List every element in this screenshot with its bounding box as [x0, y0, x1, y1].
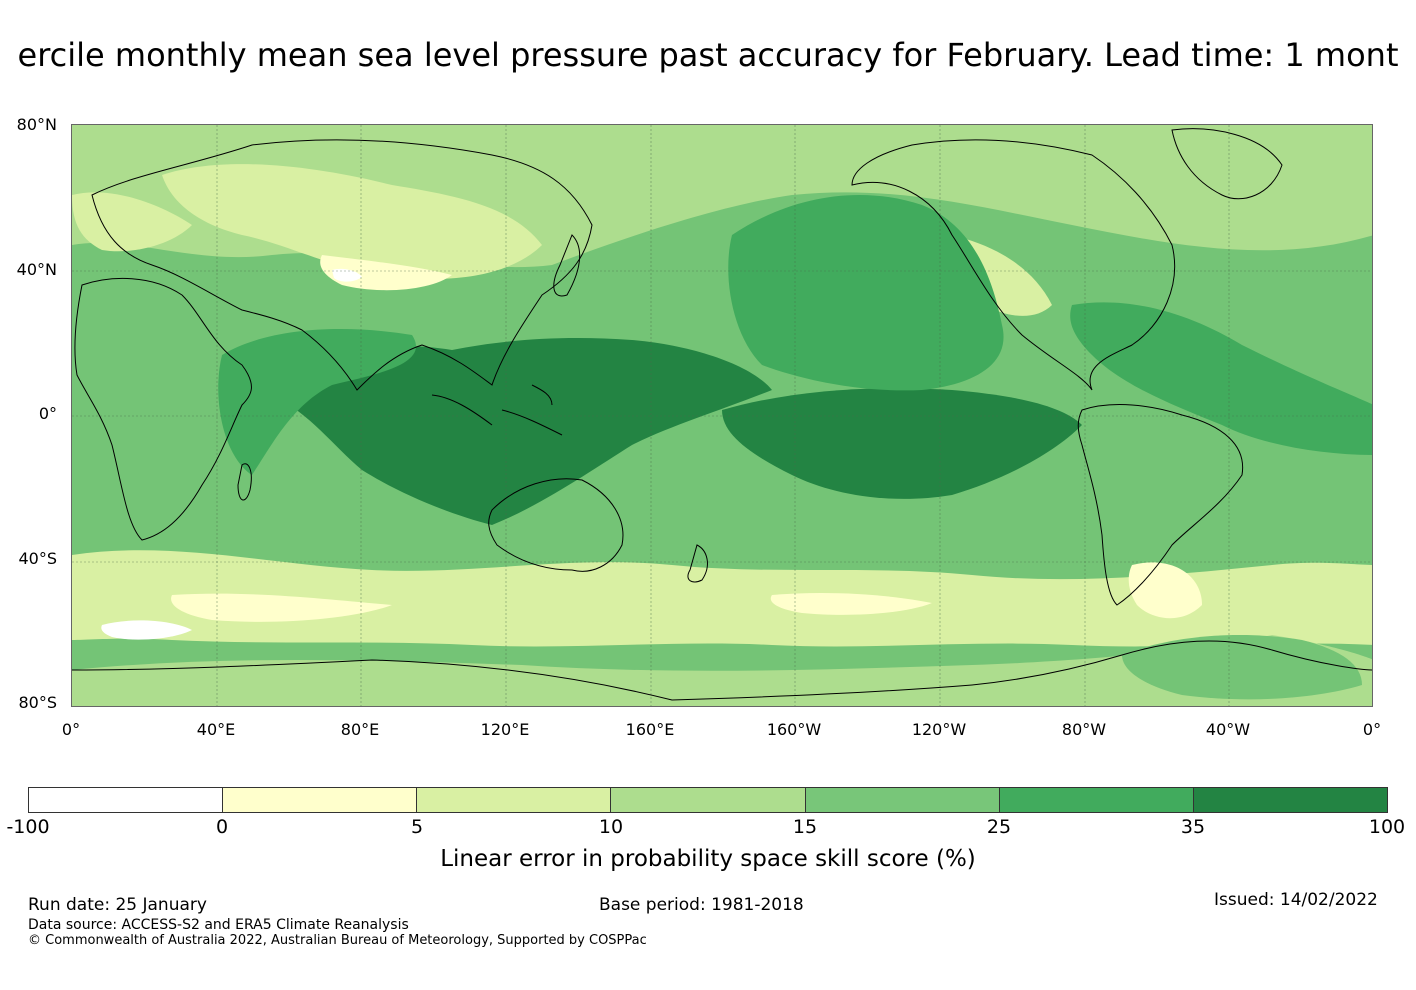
- colorbar-swatch-0-5: [223, 788, 418, 812]
- map-title: ercile monthly mean sea level pressure p…: [17, 36, 1399, 74]
- lon-label-0-east: 0°: [1362, 720, 1382, 739]
- colorbar-tick-25: 25: [986, 816, 1012, 838]
- skill-region-indopacific-veryhigh: [272, 338, 772, 525]
- skill-region-antarctica: [72, 635, 1372, 706]
- skill-region-southern-verylow: [171, 593, 392, 622]
- lon-label-80e: 80°E: [340, 720, 380, 739]
- skill-region-atlantic-high: [1070, 302, 1372, 455]
- lat-label-0: 0°: [38, 404, 57, 423]
- colorbar-swatch-35-100: [1193, 788, 1387, 812]
- coastline-japan: [553, 234, 581, 297]
- skill-region-southern-low: [72, 550, 1372, 647]
- lon-label-40w: 40°W: [1205, 720, 1251, 739]
- lat-label-40s: 40°S: [18, 549, 57, 568]
- lat-label-80s: 80°S: [18, 693, 57, 712]
- skill-map-canvas: [72, 125, 1372, 706]
- colorbar-tick-100: 100: [1368, 816, 1406, 838]
- lon-label-120e: 120°E: [480, 720, 530, 739]
- skill-region-eurasia-low: [162, 164, 542, 279]
- coastline-antarctica: [72, 640, 1372, 701]
- colorbar-swatch-negative: [29, 788, 224, 812]
- coastline-africa: [74, 278, 252, 541]
- lon-label-160e: 160°E: [625, 720, 675, 739]
- coastline-greenland: [1171, 128, 1283, 200]
- colorbar-swatch-25-35: [999, 788, 1194, 812]
- colorbar-tick-0: 0: [215, 816, 229, 838]
- base-period: Base period: 1981-2018: [599, 895, 804, 915]
- coastline-eurasia: [91, 139, 593, 391]
- lon-label-40e: 40°E: [196, 720, 236, 739]
- colorbar-tick-5: 5: [410, 816, 424, 838]
- colorbar-tick-15: 15: [792, 816, 818, 838]
- colorbar-tick-10: 10: [598, 816, 624, 838]
- coastline-newzealand: [687, 544, 708, 583]
- run-date: Run date: 25 January: [28, 895, 207, 915]
- colorbar-swatch-10-15: [611, 788, 806, 812]
- lon-label-120w: 120°W: [911, 720, 967, 739]
- lat-label-80n: 80°N: [16, 115, 57, 134]
- skill-region-negative-2: [332, 268, 362, 282]
- coastline-indonesia: [431, 384, 563, 436]
- skill-region-europe-low: [72, 192, 192, 252]
- data-source: Data source: ACCESS-S2 and ERA5 Climate …: [28, 917, 409, 933]
- lon-label-80w: 80°W: [1061, 720, 1107, 739]
- coastline-northamerica: [851, 139, 1176, 391]
- copyright: © Commonwealth of Australia 2022, Austra…: [28, 933, 647, 948]
- lon-label-0-west: 0°: [61, 720, 81, 739]
- skill-map: [71, 124, 1373, 707]
- coastline-australia: [488, 478, 624, 572]
- issued-date: Issued: 14/02/2022: [1214, 890, 1378, 910]
- skill-region-antarctica-high: [1122, 635, 1362, 700]
- skill-region-eurasia-verylow: [320, 255, 452, 291]
- skill-region-northpacific-high: [728, 195, 1004, 391]
- skill-region-indianocean-high: [218, 329, 416, 475]
- skill-region-negative-1: [101, 620, 192, 640]
- colorbar-swatch-5-10: [417, 788, 612, 812]
- map-gridlines: [72, 125, 1372, 706]
- colorbar: [28, 787, 1388, 813]
- colorbar-tick-minus100: -100: [6, 816, 50, 838]
- skill-region-southern-verylow-2: [770, 592, 932, 615]
- coastline-madagascar: [237, 463, 252, 501]
- skill-region-southatlantic-verylow: [1128, 562, 1202, 619]
- lon-label-160w: 160°W: [766, 720, 822, 739]
- colorbar-swatch-15-25: [805, 788, 1000, 812]
- coastlines: [72, 128, 1372, 701]
- lat-label-40n: 40°N: [16, 260, 57, 279]
- colorbar-label: Linear error in probability space skill …: [440, 846, 976, 872]
- coastline-southamerica: [1077, 404, 1244, 606]
- colorbar-tick-35: 35: [1180, 816, 1206, 838]
